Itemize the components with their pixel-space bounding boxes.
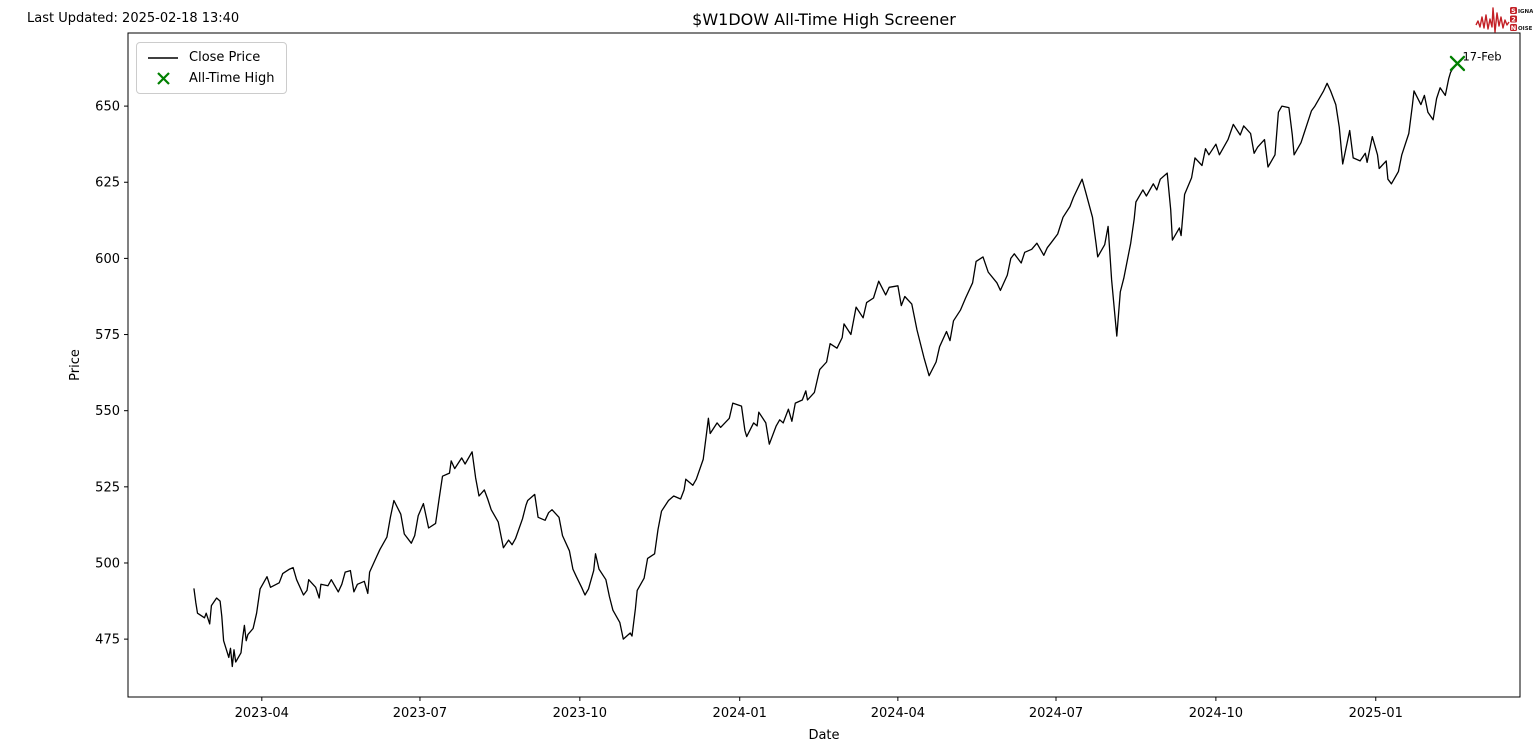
y-tick-label: 475 <box>95 633 120 648</box>
signal2noise-logo: S IGNAL 2 N OISE <box>1475 7 1533 33</box>
logo-n-box <box>1510 24 1517 31</box>
close-price-line-icon <box>147 56 179 60</box>
x-axis-label: Date <box>808 728 839 743</box>
legend-item-close-price: Close Price <box>147 49 274 66</box>
x-tick-label: 2023-07 <box>393 706 447 721</box>
logo-text-oise: OISE <box>1518 26 1533 32</box>
last-updated-text: Last Updated: 2025-02-18 13:40 <box>27 11 240 26</box>
logo-letter-s: S <box>1511 7 1516 15</box>
logo-digit-2: 2 <box>1511 15 1516 23</box>
x-tick-label: 2024-07 <box>1029 706 1083 721</box>
y-tick-label: 625 <box>95 176 120 191</box>
legend-item-all-time-high: All-Time High <box>147 70 274 87</box>
logo-letter-n: N <box>1511 24 1516 32</box>
y-tick-label: 500 <box>95 556 120 571</box>
y-tick-label: 650 <box>95 100 120 115</box>
legend-label: All-Time High <box>189 71 275 86</box>
x-tick-label: 2023-04 <box>235 706 289 721</box>
y-axis-label: Price <box>68 349 83 381</box>
x-tick-label: 2023-10 <box>553 706 607 721</box>
logo-text-ignal: IGNAL <box>1518 9 1533 15</box>
green-x-marker-icon <box>147 71 179 86</box>
x-tick-label: 2024-04 <box>871 706 925 721</box>
close-price-line <box>193 62 1459 668</box>
all-time-high-marker <box>1449 55 1466 72</box>
y-tick-label: 600 <box>95 252 120 267</box>
x-tick-label: 2024-01 <box>713 706 767 721</box>
logo-2-box <box>1510 15 1517 23</box>
page-title: $W1DOW All-Time High Screener <box>692 10 956 29</box>
x-tick-label: 2025-01 <box>1349 706 1403 721</box>
x-tick-label: 2024-10 <box>1189 706 1243 721</box>
waveform-icon <box>1475 7 1510 33</box>
ath-date-annotation: 17-Feb <box>1462 49 1501 63</box>
y-tick-label: 575 <box>95 328 120 343</box>
logo-s-box <box>1510 7 1517 14</box>
legend-label: Close Price <box>189 50 261 65</box>
chart-legend: Close Price All-Time High <box>136 42 288 94</box>
plot-area-border <box>127 32 1521 698</box>
y-tick-label: 550 <box>95 404 120 419</box>
y-tick-label: 525 <box>95 480 120 495</box>
